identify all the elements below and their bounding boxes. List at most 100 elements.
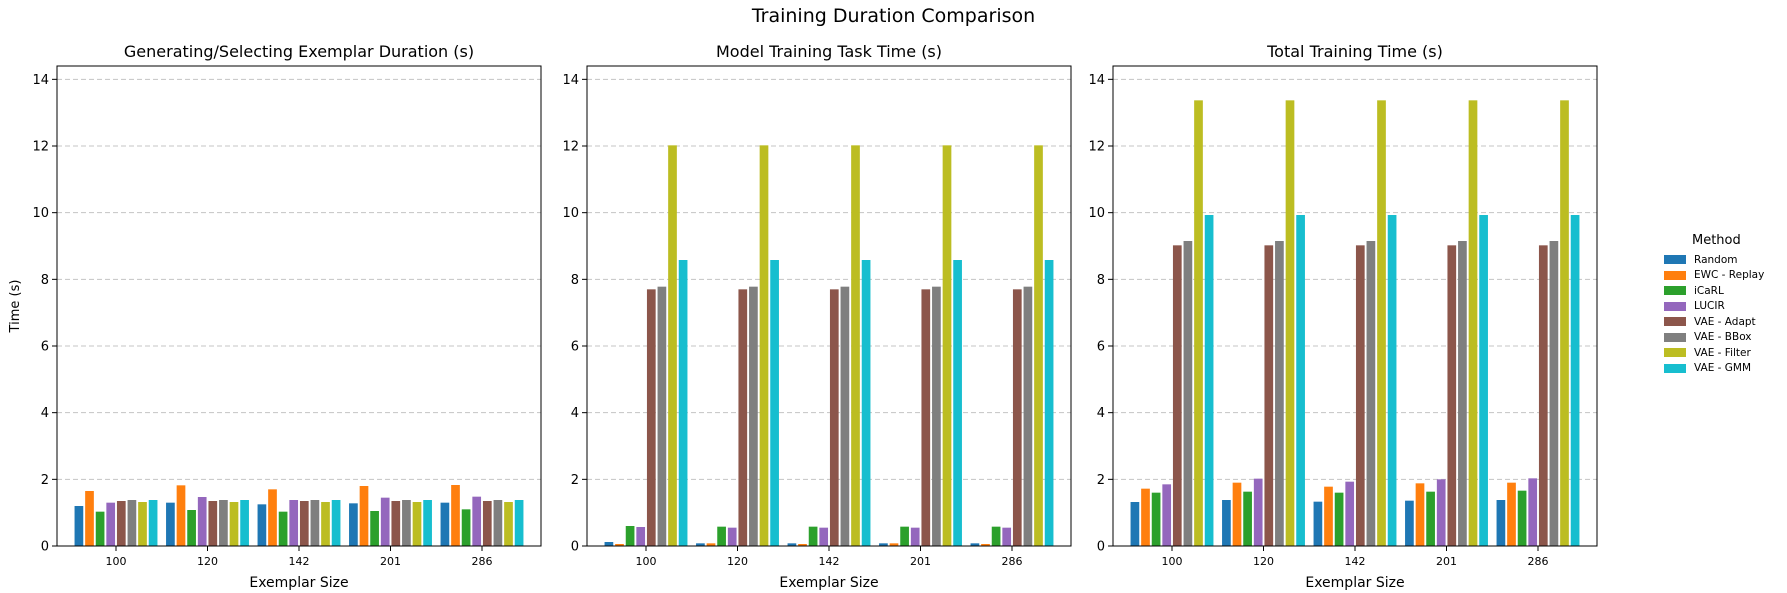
- x-axis-label: Exemplar Size: [1305, 575, 1404, 591]
- bar: [461, 509, 471, 546]
- bar: [1324, 486, 1333, 546]
- bar: [95, 511, 105, 546]
- bar: [861, 260, 871, 546]
- bar: [1151, 492, 1161, 546]
- legend-label: iCaRL: [1694, 284, 1724, 297]
- bar: [299, 501, 309, 546]
- bar: [879, 543, 888, 546]
- bar: [1345, 481, 1355, 546]
- bar: [493, 500, 503, 546]
- y-tick-label: 2: [1097, 473, 1105, 488]
- bar: [696, 543, 705, 546]
- legend-swatch: [1664, 332, 1686, 342]
- bar: [749, 286, 758, 546]
- bar: [321, 502, 330, 546]
- bar: [829, 289, 839, 546]
- y-tick-label: 0: [1097, 540, 1105, 555]
- y-tick-label: 4: [1097, 406, 1105, 421]
- bar: [1570, 215, 1580, 546]
- y-axis-label: Time (s): [8, 280, 23, 334]
- bar: [85, 491, 94, 546]
- y-tick-label: 8: [571, 273, 579, 288]
- bar: [932, 286, 941, 546]
- bar: [1334, 492, 1344, 546]
- legend-label: VAE - Filter: [1694, 346, 1751, 359]
- x-axis-label: Exemplar Size: [249, 575, 348, 591]
- bar: [819, 527, 829, 546]
- bar: [717, 526, 726, 546]
- bar: [1141, 488, 1150, 546]
- y-tick-label: 8: [41, 273, 49, 288]
- bar: [991, 526, 1001, 546]
- bar: [625, 526, 635, 546]
- x-axis-label: Exemplar Size: [779, 575, 878, 591]
- figure-title: Training Duration Comparison: [751, 5, 1036, 27]
- bar: [1436, 479, 1446, 546]
- bar: [370, 511, 379, 546]
- bar: [808, 526, 818, 546]
- legend-label: VAE - GMM: [1694, 362, 1752, 375]
- bar: [219, 500, 228, 546]
- bar: [1426, 491, 1435, 546]
- bar: [440, 502, 450, 546]
- y-tick-label: 8: [1097, 273, 1105, 288]
- x-tick-label: 120: [1253, 555, 1274, 568]
- x-tick-label: 201: [1436, 555, 1457, 568]
- y-tick-label: 12: [32, 140, 49, 155]
- bar: [1012, 289, 1022, 546]
- y-tick-label: 4: [41, 406, 49, 421]
- bar: [1560, 100, 1569, 546]
- x-tick-label: 100: [1162, 555, 1183, 568]
- bar: [604, 542, 614, 546]
- bar: [1264, 245, 1274, 547]
- bar: [953, 260, 962, 546]
- bar: [981, 544, 990, 546]
- y-tick-label: 6: [41, 340, 49, 355]
- panel-title: Model Training Task Time (s): [716, 42, 942, 61]
- bar: [208, 501, 218, 546]
- x-tick-label: 100: [636, 555, 657, 568]
- bar: [391, 501, 401, 546]
- x-tick-label: 286: [1528, 555, 1549, 568]
- legend-swatch: [1664, 363, 1686, 373]
- bar: [900, 526, 909, 546]
- y-tick-label: 6: [1097, 340, 1105, 355]
- bar: [889, 543, 899, 546]
- legend-swatch: [1664, 270, 1686, 280]
- y-tick-label: 6: [571, 340, 579, 355]
- y-tick-label: 4: [571, 406, 579, 421]
- bar: [289, 500, 299, 546]
- bar: [176, 485, 186, 546]
- bar: [706, 543, 716, 546]
- bar: [657, 286, 667, 546]
- legend-item: LUCIR: [1664, 299, 1787, 315]
- bar: [759, 145, 769, 547]
- bar: [331, 500, 341, 546]
- plot-frame: [56, 65, 542, 547]
- bar: [1313, 501, 1323, 546]
- bar: [1296, 215, 1305, 546]
- bar: [636, 527, 646, 546]
- bar: [1355, 245, 1365, 547]
- x-tick-label: 201: [380, 555, 401, 568]
- bar: [1194, 100, 1203, 546]
- legend-item: Random: [1664, 252, 1787, 268]
- y-tick-label: 0: [41, 540, 49, 555]
- bar: [646, 289, 656, 546]
- legend-title: Method: [1692, 233, 1741, 248]
- bar: [74, 506, 84, 546]
- legend-swatch: [1664, 301, 1686, 311]
- legend-items: Random EWC - Replay iCaRL LUCIR VAE - Adapt V…: [1664, 252, 1787, 376]
- legend-label: VAE - BBox: [1694, 331, 1752, 344]
- panel-title: Total Training Time (s): [1266, 42, 1443, 61]
- bar: [738, 289, 748, 546]
- bar: [197, 497, 207, 546]
- bar: [1517, 490, 1527, 546]
- bar: [1528, 478, 1538, 546]
- bar: [1496, 500, 1506, 546]
- legend-item: EWC - Replay: [1664, 268, 1787, 284]
- bar: [678, 260, 688, 546]
- bar: [310, 500, 320, 546]
- plot-frame: [1112, 65, 1598, 547]
